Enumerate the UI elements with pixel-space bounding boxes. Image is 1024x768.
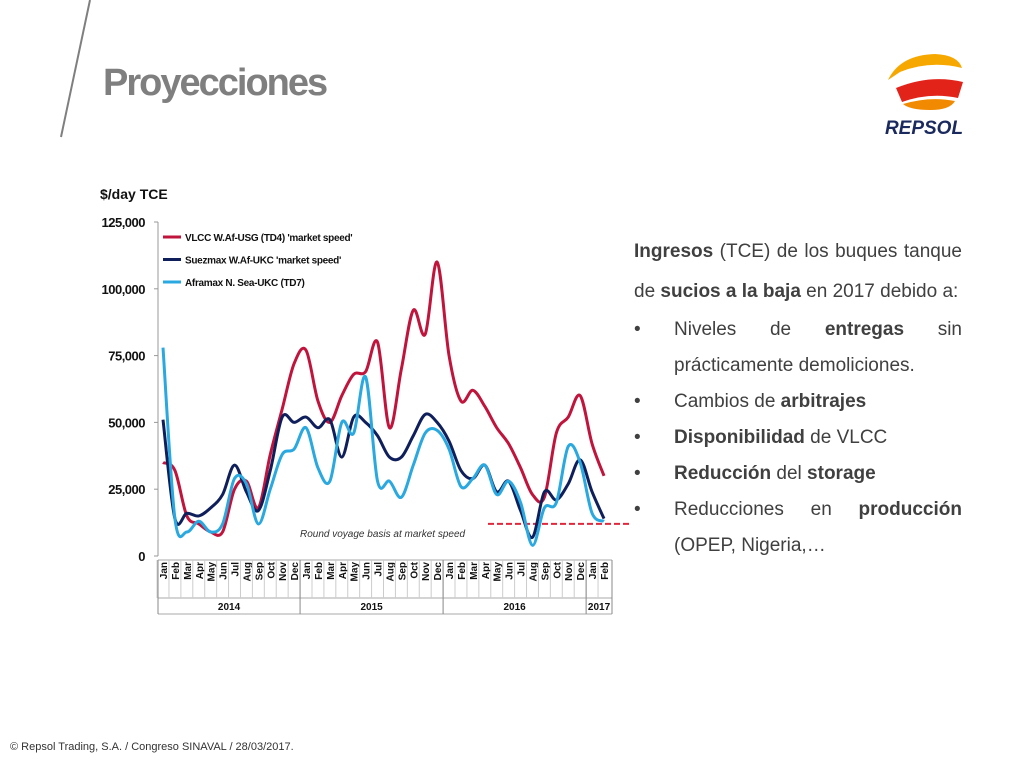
- x-tick-label: Mar: [469, 562, 480, 580]
- x-tick-label: Jun: [362, 562, 373, 580]
- x-tick-label: Oct: [409, 561, 420, 578]
- series-line: [162, 260, 606, 537]
- x-tick-label: Mar: [183, 562, 194, 580]
- x-tick-label: Jan: [159, 562, 170, 579]
- year-label: 2016: [503, 602, 526, 613]
- text-run: Cambios de: [674, 391, 781, 412]
- x-tick-label: Feb: [314, 562, 325, 580]
- x-tick-label: Jan: [588, 562, 599, 579]
- x-tick-label: Nov: [564, 562, 575, 581]
- x-tick-label: Jun: [505, 562, 516, 580]
- text-run: sin prácticamente demoliciones.: [674, 319, 962, 376]
- text-run: producción: [858, 499, 962, 520]
- y-tick-label: 50,000: [108, 415, 145, 430]
- x-tick-label: Aug: [242, 562, 253, 581]
- x-tick-label: Aug: [385, 562, 396, 581]
- legend-label: Suezmax W.Af-UKC 'market speed': [185, 256, 341, 267]
- bullet: Disponibilidad de VLCC: [634, 420, 962, 456]
- x-tick-label: Jun: [219, 562, 230, 580]
- x-tick-label: Apr: [481, 562, 492, 579]
- y-tick-label: 0: [138, 549, 145, 564]
- x-tick-label: Nov: [421, 562, 432, 581]
- text-run: en 2017 debido a:: [800, 281, 959, 302]
- logo-band: [896, 79, 963, 102]
- slide-title: Proyecciones: [103, 62, 328, 104]
- series-line: [161, 412, 606, 539]
- y-axis-label: $/day TCE: [100, 186, 168, 202]
- year-label: 2014: [218, 602, 241, 613]
- legend-label: VLCC W.Af-USG (TD4) 'market speed': [185, 233, 352, 244]
- text-run: Niveles de: [674, 319, 825, 340]
- x-tick-label: Oct: [266, 561, 277, 578]
- x-tick-label: Jan: [445, 562, 456, 579]
- x-tick-label: Feb: [457, 562, 468, 580]
- x-tick-label: Feb: [600, 562, 611, 580]
- text-run: entregas: [824, 319, 905, 340]
- bullet: Cambios de arbitrajes: [634, 384, 962, 420]
- x-tick-label: May: [350, 562, 361, 582]
- x-tick-label: May: [493, 562, 504, 582]
- decor-line: [60, 0, 91, 138]
- bullet-list: Niveles de entregas sin prácticamente de…: [634, 312, 962, 564]
- x-tick-label: Jan: [302, 562, 313, 579]
- text-run: de VLCC: [804, 427, 888, 448]
- text-run: arbitrajes: [780, 391, 867, 412]
- x-tick-label: Dec: [433, 562, 444, 581]
- bullet: Niveles de entregas sin prácticamente de…: [634, 312, 962, 384]
- x-tick-label: Apr: [338, 562, 349, 579]
- text-panel: Ingresos (TCE) de los buques tanque de s…: [634, 232, 962, 564]
- legend-label: Aframax N. Sea-UKC (TD7): [185, 278, 305, 289]
- x-tick-label: Sep: [397, 562, 408, 580]
- y-tick-label: 75,000: [108, 349, 145, 364]
- logo: REPSOL: [885, 54, 963, 139]
- year-label: 2015: [360, 602, 383, 613]
- intro: Ingresos (TCE) de los buques tanque de s…: [634, 232, 962, 312]
- x-tick-label: Jul: [517, 562, 528, 577]
- text-run: Disponibilidad: [674, 427, 805, 448]
- x-tick-label: Nov: [278, 562, 289, 581]
- logo-text: REPSOL: [885, 118, 963, 139]
- x-tick-label: Sep: [540, 562, 551, 580]
- y-tick-label: 25,000: [108, 482, 145, 497]
- bullet: Reducción del storage: [634, 456, 962, 492]
- series-line: [161, 347, 605, 547]
- text-run: Reducción: [674, 463, 772, 484]
- x-tick-label: Jul: [231, 562, 242, 577]
- x-tick-label: Aug: [528, 562, 539, 581]
- text-run: storage: [807, 463, 876, 484]
- text-run: (OPEP, Nigeria,…: [674, 535, 826, 556]
- plot: $/day TCE 0 25,000 50,000 75,000 100,000 125,0…: [100, 186, 632, 615]
- x-tick-label: Oct: [552, 561, 563, 578]
- x-tick-label: Jul: [374, 562, 385, 577]
- y-tick-label: 125,000: [102, 215, 146, 230]
- bullet: Reducciones en producción (OPEP, Nigeria…: [634, 492, 962, 564]
- text-run: sucios a la baja: [660, 281, 801, 302]
- x-tick-label: Feb: [171, 562, 182, 580]
- x-tick-label: May: [207, 562, 218, 582]
- x-tick-label: Sep: [254, 562, 265, 580]
- text-run: Ingresos: [634, 241, 714, 262]
- x-tick-label: Dec: [290, 562, 301, 581]
- logo-sun: [888, 54, 962, 80]
- text-run: del: [771, 463, 808, 484]
- x-tick-label: Mar: [326, 562, 337, 580]
- text-run: (TCE) de los buques tanque de: [634, 241, 962, 302]
- y-tick-label: 100,000: [102, 282, 146, 297]
- footer: © Repsol Trading, S.A. / Congreso SINAVA…: [10, 741, 294, 753]
- x-tick-label: Apr: [195, 562, 206, 579]
- logo-base: [903, 99, 955, 110]
- text-run: Reducciones en: [674, 499, 859, 520]
- annotation: Round voyage basis at market speed: [300, 529, 466, 540]
- year-label: 2017: [588, 602, 611, 613]
- x-tick-label: Dec: [576, 562, 587, 581]
